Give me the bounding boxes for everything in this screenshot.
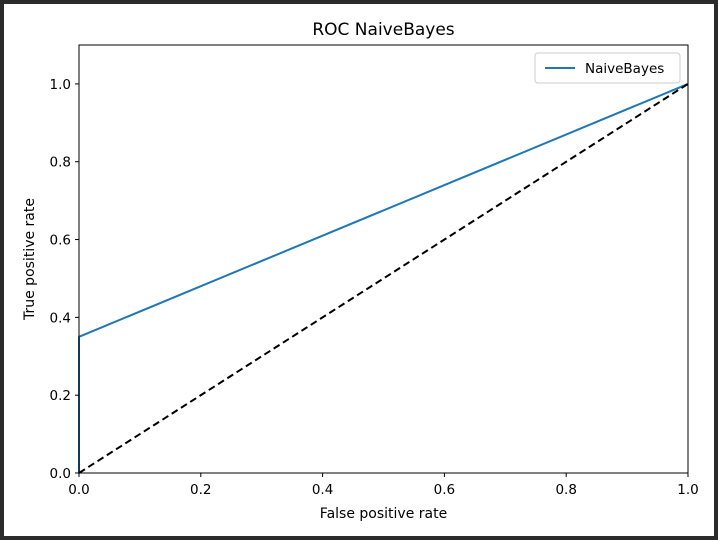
legend-label: NaiveBayes (585, 61, 664, 77)
x-tick-label: 0.0 (68, 482, 89, 498)
y-tick-label: 0.6 (50, 233, 71, 249)
legend: NaiveBayes (534, 52, 681, 84)
x-tick-label: 1.0 (677, 482, 698, 498)
x-tick-label: 0.8 (555, 482, 576, 498)
y-tick-label: 0.2 (50, 388, 71, 404)
plot-frame (78, 44, 689, 474)
y-tick-label: 0.0 (50, 466, 71, 482)
x-tick-label: 0.4 (312, 482, 333, 498)
y-axis-title: True positive rate (22, 198, 38, 321)
y-tick-label: 0.8 (50, 155, 71, 171)
roc-chart: ROC NaiveBayes 0.0 0.2 0.4 0.6 0.8 1.00.00.20… (22, 20, 699, 522)
chart-title: ROC NaiveBayes (312, 20, 454, 40)
y-tick-label: 1.0 (50, 77, 71, 93)
legend-box (534, 52, 681, 84)
plot-area: 0.0 0.2 0.4 0.6 0.8 1.0 0.0 0.2 0.4 0.6 0.8 1.0 (50, 44, 699, 498)
x-axis-title: False positive rate (320, 506, 447, 522)
x-tick-label: 0.2 (190, 482, 211, 498)
x-tick-label: 0.6 (434, 482, 455, 498)
y-tick-label: 0.4 (50, 310, 71, 326)
series-line-naivebayes (78, 82, 689, 473)
chance-diagonal-line (78, 83, 689, 474)
figure-canvas: ROC NaiveBayes 0.0 0.2 0.4 0.6 0.8 1.0 0.0 0.2 0… (4, 4, 714, 536)
